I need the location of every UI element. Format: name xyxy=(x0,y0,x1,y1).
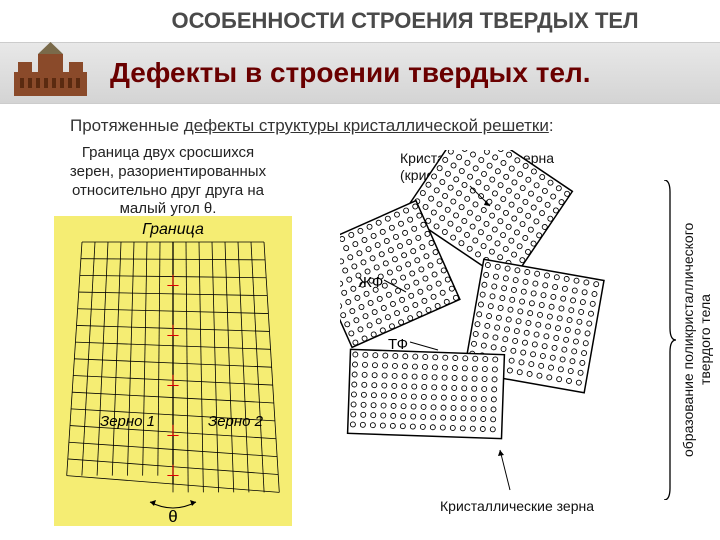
section-prefix: Протяженные xyxy=(70,116,184,135)
caption-line: Граница двух сросшихся xyxy=(34,144,302,163)
vertical-line1: образование поликристаллического xyxy=(680,223,696,457)
polycrystal-diagram xyxy=(340,150,670,510)
section-underlined: дефекты структуры кристаллической решетк… xyxy=(184,116,549,135)
section-suffix: : xyxy=(549,116,554,135)
crystals-bottom-label: Кристаллические зерна xyxy=(440,498,594,514)
svg-text:Зерно 2: Зерно 2 xyxy=(208,413,264,430)
phase-t-label: ТФ xyxy=(388,336,408,353)
page-supertitle: ОСОБЕННОСТИ СТРОЕНИЯ ТВЕРДЫХ ТЕЛ xyxy=(171,8,638,34)
svg-text:⊥: ⊥ xyxy=(166,323,180,340)
caption-line: зерен, разориентированных xyxy=(34,163,302,182)
grain-boundary-diagram: Граница ⊥ ⊥ ⊥ ⊥ ⊥ Зерно 1 Зерно 2 θ xyxy=(54,216,292,526)
vertical-side-label: образование поликристаллического твердог… xyxy=(680,200,714,480)
svg-text:⊥: ⊥ xyxy=(166,463,180,480)
svg-text:Граница: Граница xyxy=(142,221,204,238)
brace-icon xyxy=(662,180,676,500)
header-bar: ОСОБЕННОСТИ СТРОЕНИЯ ТВЕРДЫХ ТЕЛ xyxy=(0,0,720,42)
subtitle-bar: Дефекты в строении твердых тел. xyxy=(0,42,720,104)
institution-logo xyxy=(8,38,93,100)
svg-text:⊥: ⊥ xyxy=(166,423,180,440)
svg-text:⊥: ⊥ xyxy=(166,373,180,390)
vertical-line2: твердого тела xyxy=(697,295,713,386)
caption-line: относительно друг друга на xyxy=(34,182,302,201)
svg-text:Зерно 1: Зерно 1 xyxy=(100,413,155,430)
phase-zh-label: ЖФ xyxy=(358,274,383,291)
grain-caption: Граница двух сросшихся зерен, разориенти… xyxy=(34,144,302,219)
svg-text:⊥: ⊥ xyxy=(166,273,180,290)
svg-text:θ: θ xyxy=(168,507,177,526)
page-title: Дефекты в строении твердых тел. xyxy=(110,57,591,89)
section-heading: Протяженные дефекты структуры кристаллич… xyxy=(70,116,554,136)
